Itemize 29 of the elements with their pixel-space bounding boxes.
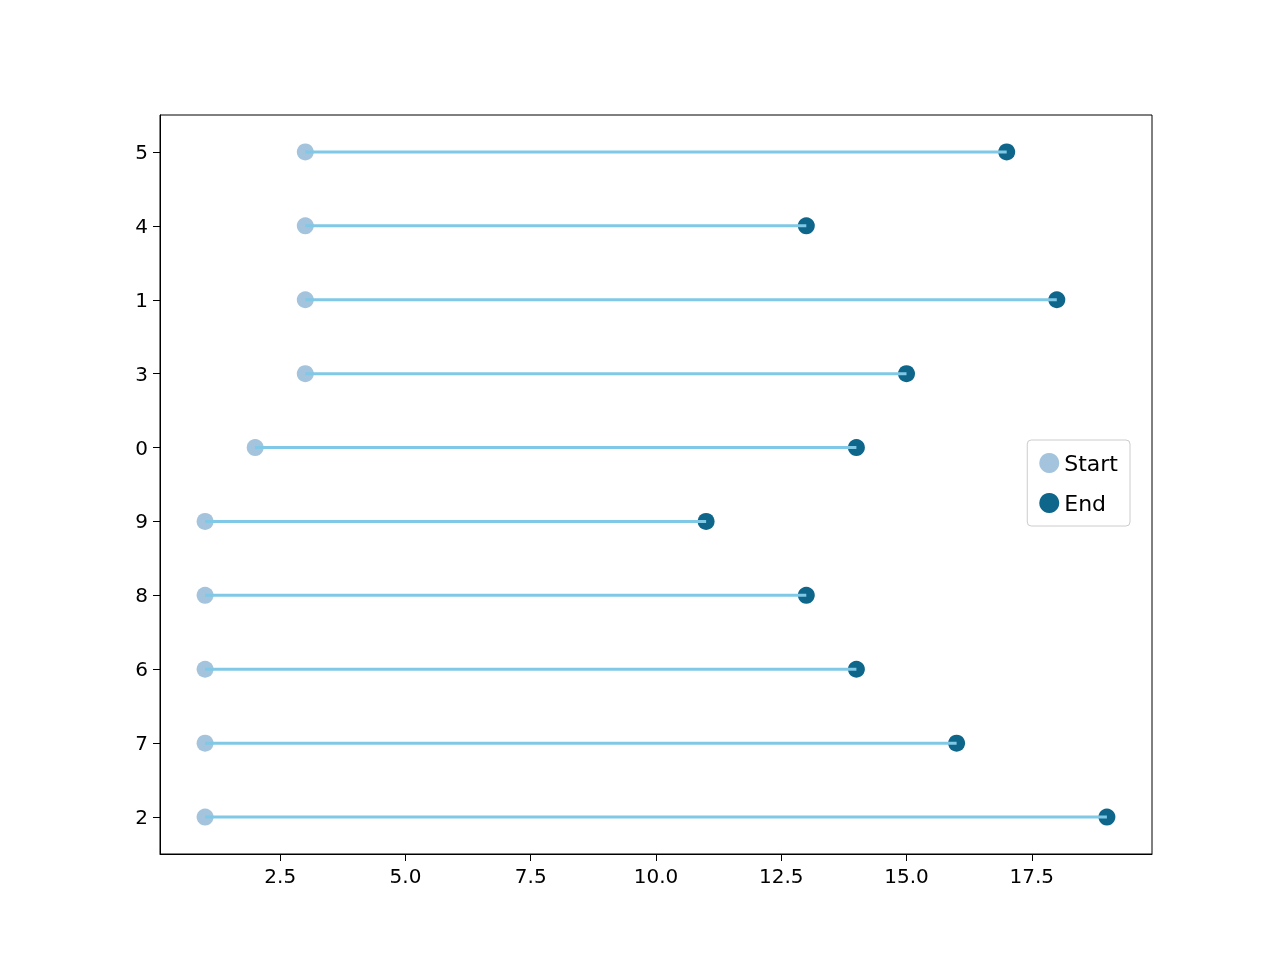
bar [305, 224, 807, 228]
x-tick-label: 7.5 [514, 864, 547, 888]
x-tick-label: 17.5 [1009, 864, 1055, 888]
bar [205, 667, 857, 671]
x-tick-label: 5.0 [389, 864, 422, 888]
legend-label: Start [1064, 450, 1119, 476]
y-tick-label: 7 [135, 731, 148, 756]
y-tick-label: 2 [135, 805, 148, 830]
y-tick-label: 1 [135, 287, 148, 312]
y-tick-label: 8 [135, 583, 148, 608]
x-tick-label: 15.0 [884, 864, 929, 888]
bar [305, 372, 907, 376]
bar [205, 519, 707, 523]
bar [205, 593, 807, 597]
x-tick-label: 2.5 [264, 864, 297, 888]
y-tick-label: 6 [135, 657, 148, 682]
x-tick-label: 10.0 [633, 864, 679, 888]
y-tick-label: 3 [135, 361, 148, 386]
bar [305, 150, 1007, 154]
bar [255, 446, 857, 450]
bar [305, 298, 1057, 302]
bar [205, 741, 957, 745]
legend-label: End [1064, 490, 1107, 516]
bar [205, 815, 1107, 819]
y-tick-label: 4 [135, 213, 148, 238]
y-tick-label: 5 [135, 139, 148, 164]
y-tick-label: 9 [135, 509, 148, 534]
y-tick-label: 0 [135, 435, 148, 460]
x-tick-label: 12.5 [758, 864, 804, 888]
